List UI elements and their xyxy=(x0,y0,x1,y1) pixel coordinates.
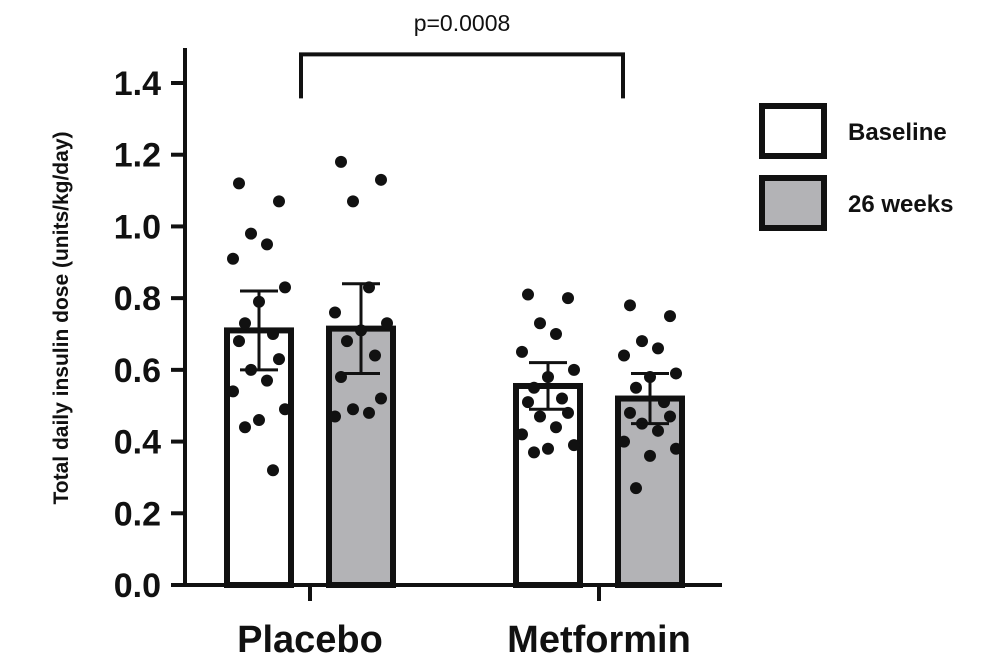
bar-baseline-metformin xyxy=(513,382,583,588)
data-point xyxy=(516,345,528,358)
data-point xyxy=(568,439,580,452)
data-point xyxy=(528,446,540,459)
data-point xyxy=(618,349,630,362)
y-tick-label: 0.8 xyxy=(114,280,161,318)
data-point xyxy=(341,335,353,348)
data-point xyxy=(233,177,245,190)
data-point xyxy=(329,410,341,423)
data-point xyxy=(279,281,291,294)
data-point xyxy=(630,482,642,495)
y-tick-label: 0.0 xyxy=(114,567,161,605)
data-point xyxy=(279,403,291,416)
data-point xyxy=(670,367,682,380)
data-point xyxy=(550,421,562,434)
legend-swatch-baseline xyxy=(759,103,827,159)
data-point xyxy=(534,410,546,423)
data-point xyxy=(267,464,279,477)
data-point xyxy=(369,349,381,362)
data-point xyxy=(664,410,676,423)
data-point xyxy=(528,381,540,394)
data-point xyxy=(381,317,393,330)
data-point xyxy=(630,381,642,394)
data-point xyxy=(556,392,568,405)
data-point xyxy=(636,335,648,348)
data-point xyxy=(652,424,664,437)
data-point xyxy=(644,449,656,462)
data-point xyxy=(516,428,528,441)
data-points xyxy=(227,155,682,495)
legend-swatch-26-weeks xyxy=(759,175,827,231)
data-point xyxy=(239,317,251,330)
data-point xyxy=(562,292,574,305)
data-point xyxy=(347,403,359,416)
data-point xyxy=(233,335,245,348)
data-point xyxy=(375,392,387,405)
data-point xyxy=(363,406,375,419)
category-label: Placebo xyxy=(237,619,383,661)
data-point xyxy=(267,328,279,340)
data-point xyxy=(652,342,664,355)
data-point xyxy=(624,299,636,312)
significance-bracket xyxy=(299,52,625,99)
data-point xyxy=(335,155,347,168)
data-point xyxy=(568,363,580,376)
data-point xyxy=(239,421,251,434)
data-point xyxy=(670,442,682,455)
data-point xyxy=(261,238,273,251)
data-point xyxy=(534,317,546,330)
data-point xyxy=(618,435,630,448)
data-point xyxy=(329,306,341,319)
data-point xyxy=(550,328,562,340)
data-point xyxy=(227,385,239,398)
data-point xyxy=(245,227,257,240)
data-point xyxy=(227,252,239,265)
y-tick-label: 1.2 xyxy=(114,137,161,175)
y-tick-label: 0.6 xyxy=(114,352,161,390)
y-tick-label: 1.0 xyxy=(114,208,161,246)
data-point xyxy=(261,374,273,387)
significance-annotation: p=0.0008 xyxy=(299,10,625,99)
bars xyxy=(224,325,685,588)
y-axis-label: Total daily insulin dose (units/kg/day) xyxy=(50,132,73,505)
y-tick-label: 0.2 xyxy=(114,495,161,533)
data-point xyxy=(664,310,676,323)
data-point xyxy=(273,195,285,208)
p-value-label: p=0.0008 xyxy=(414,10,511,36)
axes: 0.0 0.2 0.4 0.6 0.8 1.0 1.2 1.4 Placebo Metformin xyxy=(114,48,722,661)
y-tick-label: 0.4 xyxy=(114,424,161,462)
error-bars xyxy=(240,282,669,426)
y-tick-label: 1.4 xyxy=(114,65,161,103)
data-point xyxy=(522,288,534,301)
legend-label-26-weeks: 26 weeks xyxy=(848,191,953,218)
legend: Baseline 26 weeks xyxy=(759,103,953,231)
data-point xyxy=(542,442,554,455)
y-axis-title: Total daily insulin dose (units/kg/day) xyxy=(50,132,73,505)
data-point xyxy=(522,396,534,409)
category-label: Metformin xyxy=(507,619,691,661)
data-point xyxy=(375,173,387,186)
data-point xyxy=(253,414,265,427)
data-point xyxy=(273,353,285,366)
bar-26-weeks-metformin xyxy=(615,395,685,588)
data-point xyxy=(658,396,670,409)
legend-label-baseline: Baseline xyxy=(848,119,947,146)
data-point xyxy=(624,406,636,419)
data-point xyxy=(347,195,359,208)
